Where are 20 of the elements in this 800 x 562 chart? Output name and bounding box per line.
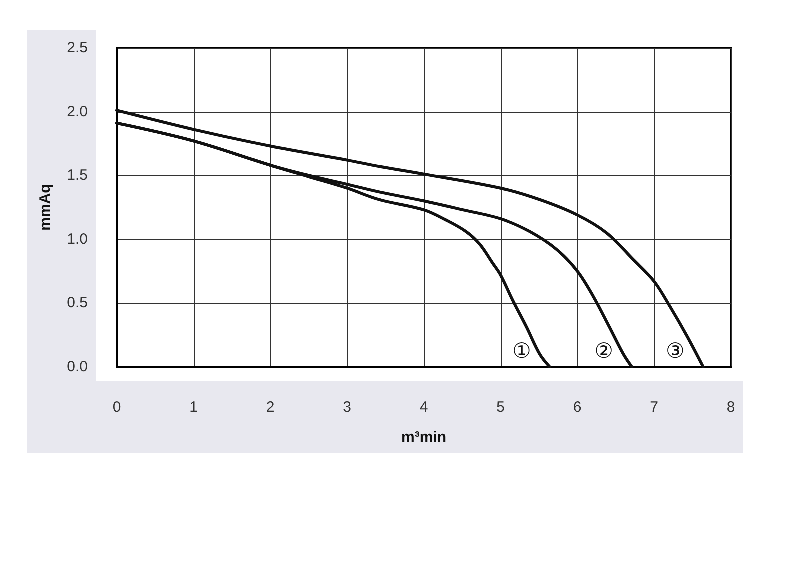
y-tick-label: 1.5 [67, 167, 88, 184]
series-label: ③ [666, 339, 685, 363]
y-axis-title: mmAq [37, 184, 54, 231]
x-axis-title: m³min [402, 429, 446, 446]
x-tick-label: 4 [420, 399, 428, 416]
y-tick-label: 0.5 [67, 294, 88, 312]
x-tick-label: 1 [190, 399, 198, 416]
x-tick-label: 7 [650, 399, 658, 416]
series-label: ① [512, 339, 532, 363]
x-tick-label: 8 [726, 399, 736, 416]
y-tick-label: 2.0 [67, 103, 88, 120]
x-tick-label: 3 [343, 399, 352, 416]
y-tick-label: 1.0 [67, 230, 88, 248]
x-tick-label: 2 [266, 399, 275, 416]
series-label: ② [594, 339, 614, 363]
x-tick-label: 5 [496, 399, 505, 416]
y-tick-label: 2.5 [67, 40, 88, 56]
x-tick-label: 0 [112, 399, 122, 416]
y-tick-label: 0.0 [67, 358, 88, 376]
x-tick-label: 6 [573, 399, 582, 416]
